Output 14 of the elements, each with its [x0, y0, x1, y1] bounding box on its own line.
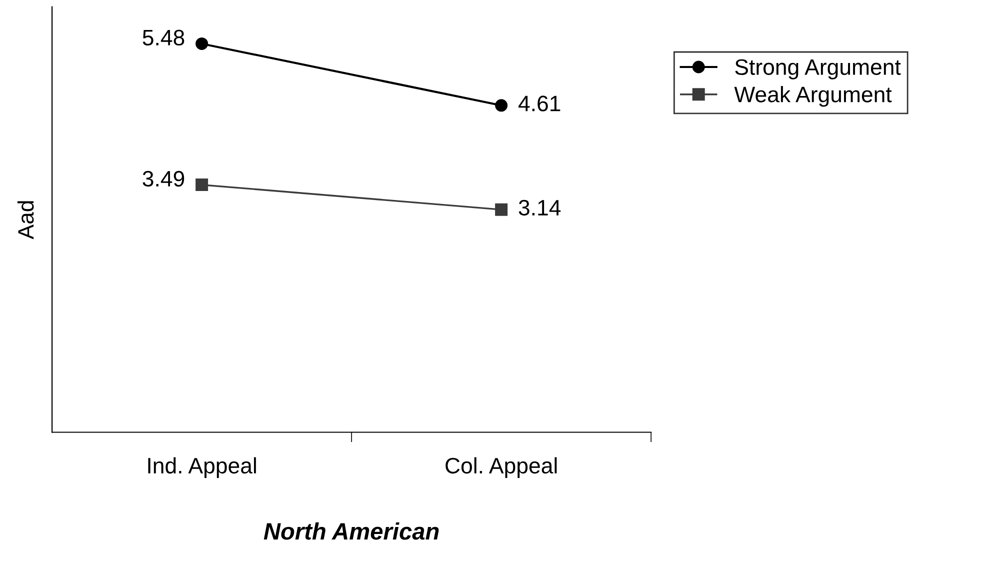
data-label: 5.48 [142, 30, 184, 46]
data-label: 3.14 [518, 200, 561, 216]
legend-label: Strong Argument [735, 59, 901, 80]
x-axis-title: North American [264, 522, 439, 540]
x-tick-label: Ind. Appeal [148, 457, 256, 478]
point [495, 203, 508, 216]
point [196, 178, 208, 192]
y-axis-title: Aad [17, 201, 34, 240]
x-tick-label: Col. Appeal [446, 457, 557, 478]
point [196, 37, 208, 50]
legend-label: Weak Argument [734, 86, 892, 107]
point [495, 99, 508, 112]
data-label: 4.61 [518, 96, 560, 112]
data-label: 3.49 [142, 170, 184, 187]
